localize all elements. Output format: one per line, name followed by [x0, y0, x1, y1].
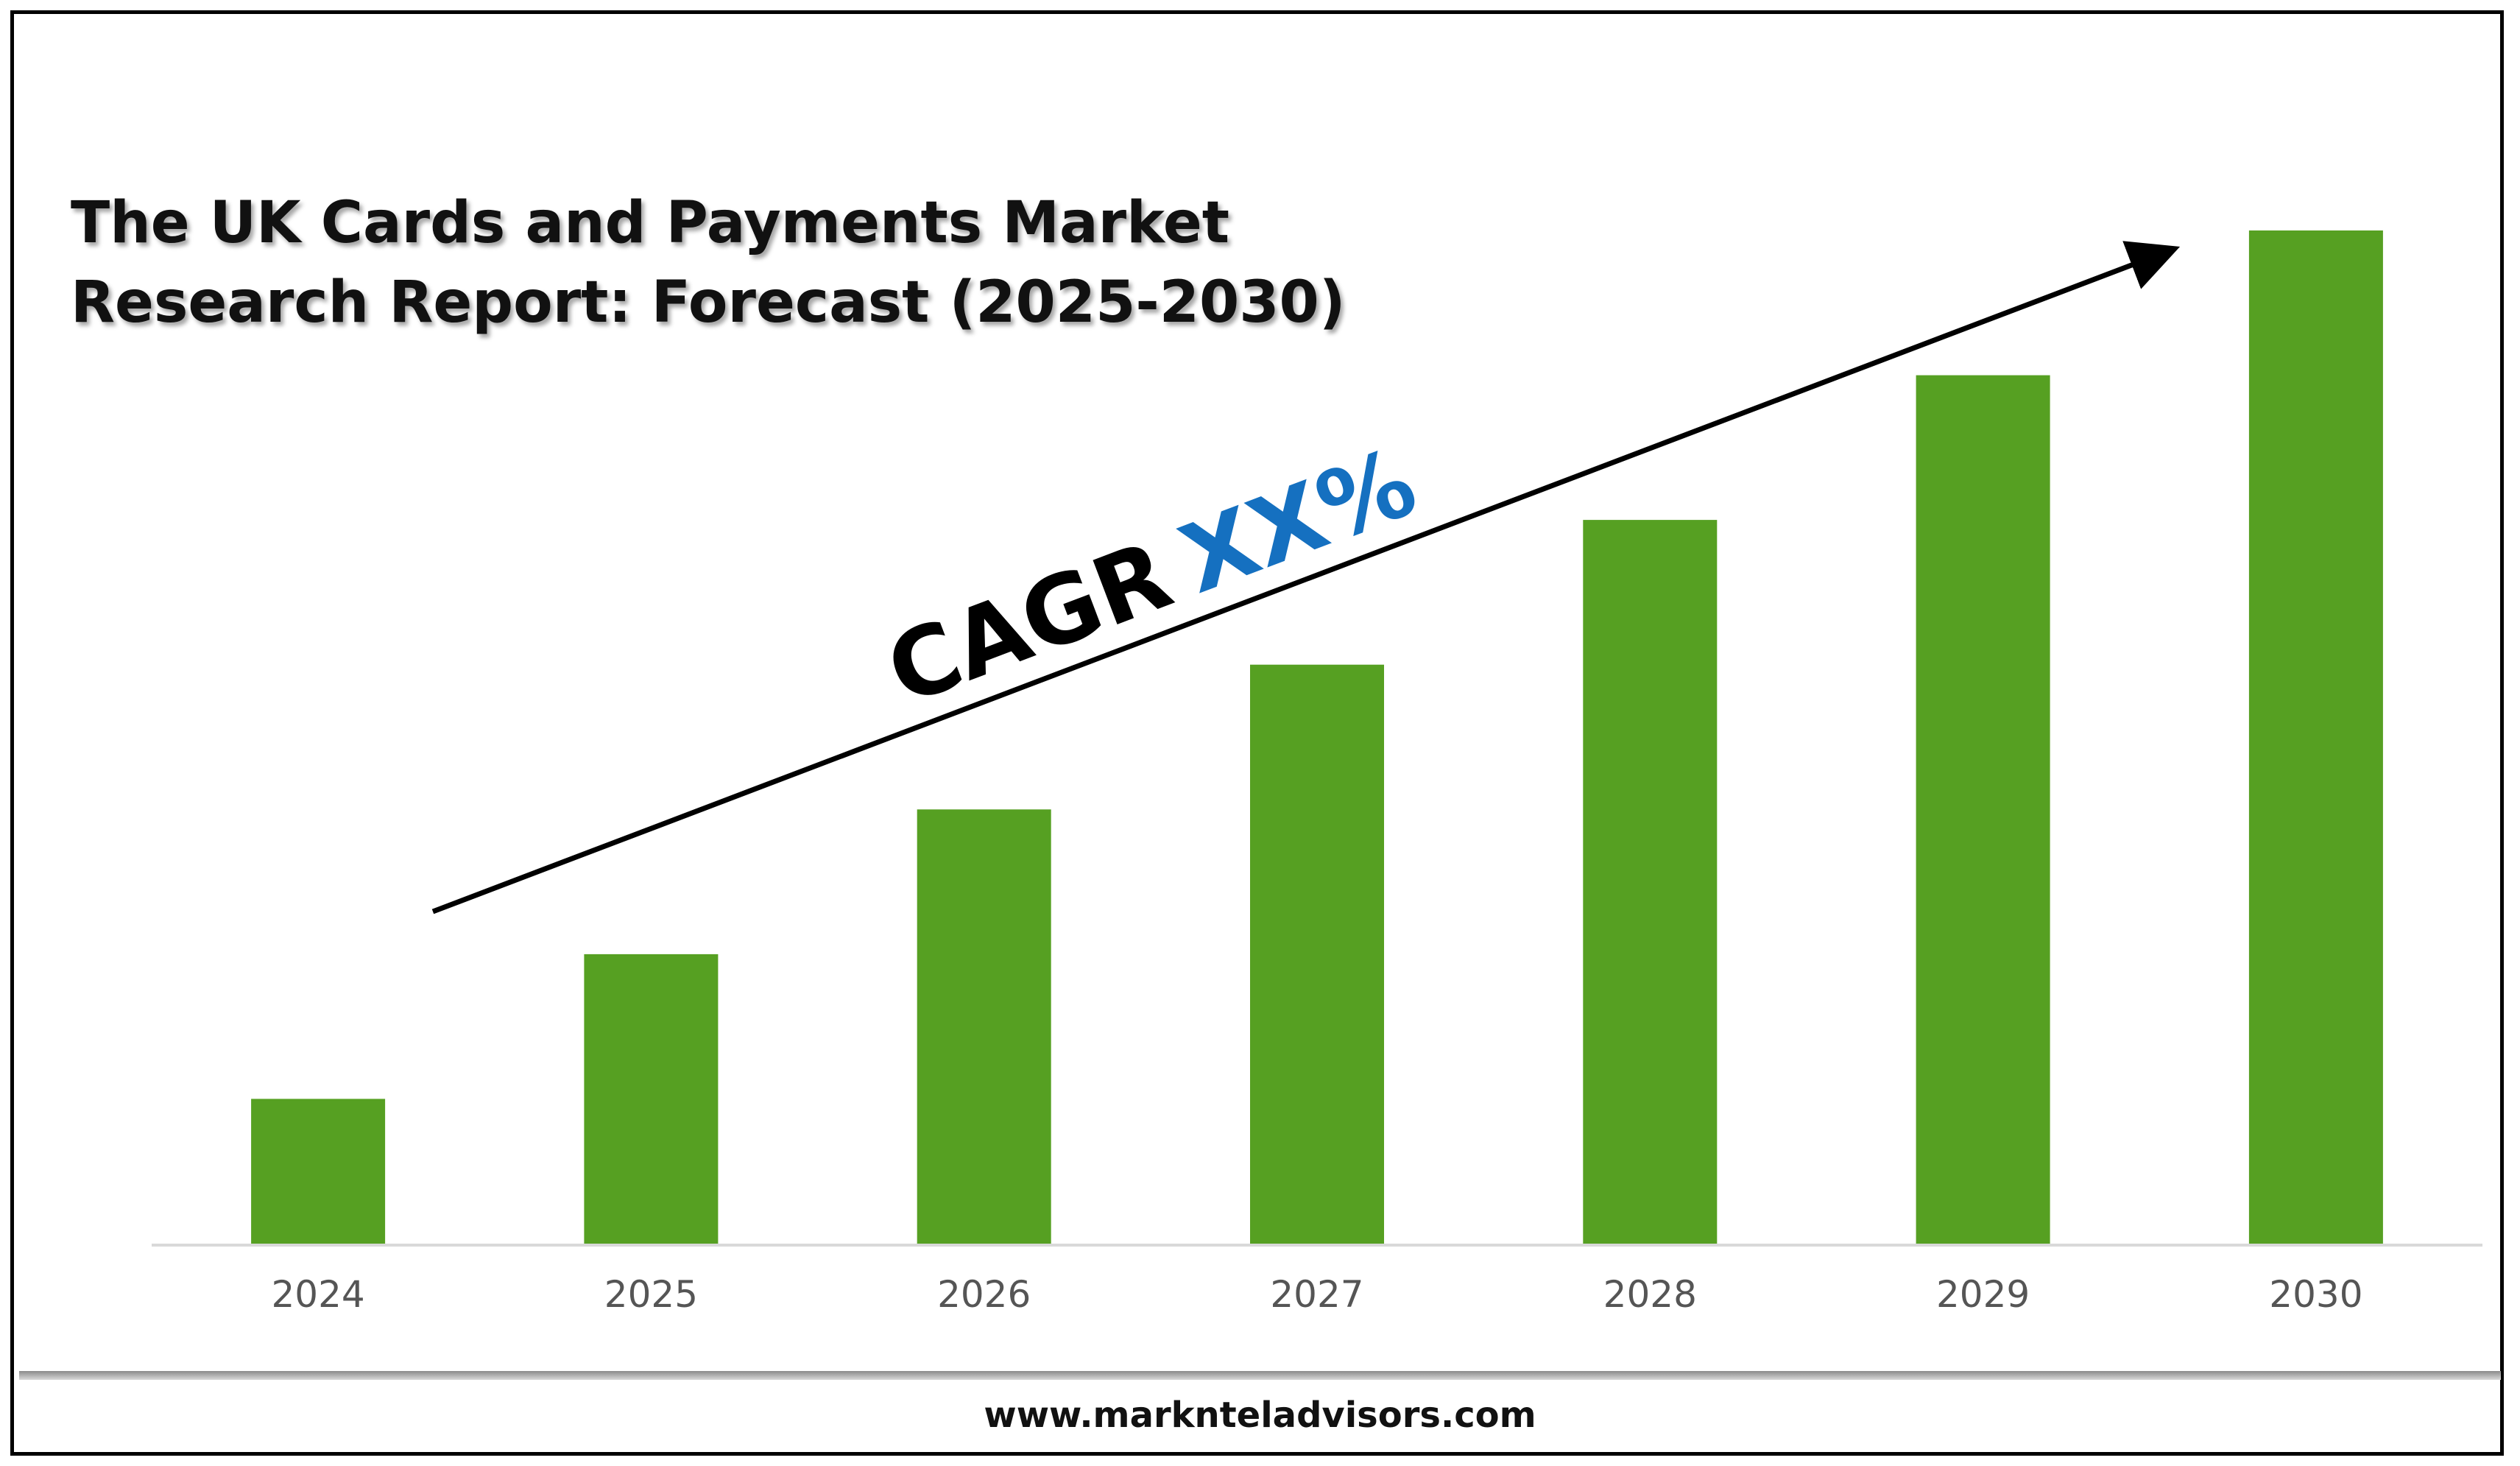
- bar-2026: [917, 809, 1051, 1244]
- cagr-value: XX%: [1167, 428, 1430, 616]
- bars-group: [251, 230, 2383, 1244]
- footer-url: www.marknteladvisors.com: [984, 1395, 1536, 1436]
- x-tick-label-2029: 2029: [1936, 1273, 2030, 1316]
- cagr-prefix: CAGR: [873, 521, 1185, 727]
- x-tick-label-2030: 2030: [2269, 1273, 2362, 1316]
- bar-2024: [251, 1099, 386, 1244]
- trend-arrow: [431, 241, 2181, 915]
- chart-title-line-1: The UK Cards and Payments Market: [71, 190, 1230, 256]
- bar-2027: [1250, 664, 1384, 1244]
- footer-divider: [19, 1371, 2501, 1380]
- bar-2025: [584, 954, 719, 1244]
- bar-2028: [1583, 520, 1718, 1244]
- bar-2029: [1916, 375, 2050, 1244]
- x-tick-labels: 2024 2025 2026 2027 2028 2029 2030: [271, 1273, 2362, 1316]
- chart-frame: [10, 10, 2504, 1456]
- x-tick-label-2024: 2024: [271, 1273, 364, 1316]
- x-tick-label-2027: 2027: [1270, 1273, 1363, 1316]
- x-tick-label-2026: 2026: [937, 1273, 1031, 1316]
- x-tick-label-2028: 2028: [1603, 1273, 1697, 1316]
- chart-title-line-2: Research Report: Forecast (2025-2030): [71, 269, 1346, 336]
- bar-2030: [2248, 230, 2383, 1244]
- x-tick-label-2025: 2025: [604, 1273, 698, 1316]
